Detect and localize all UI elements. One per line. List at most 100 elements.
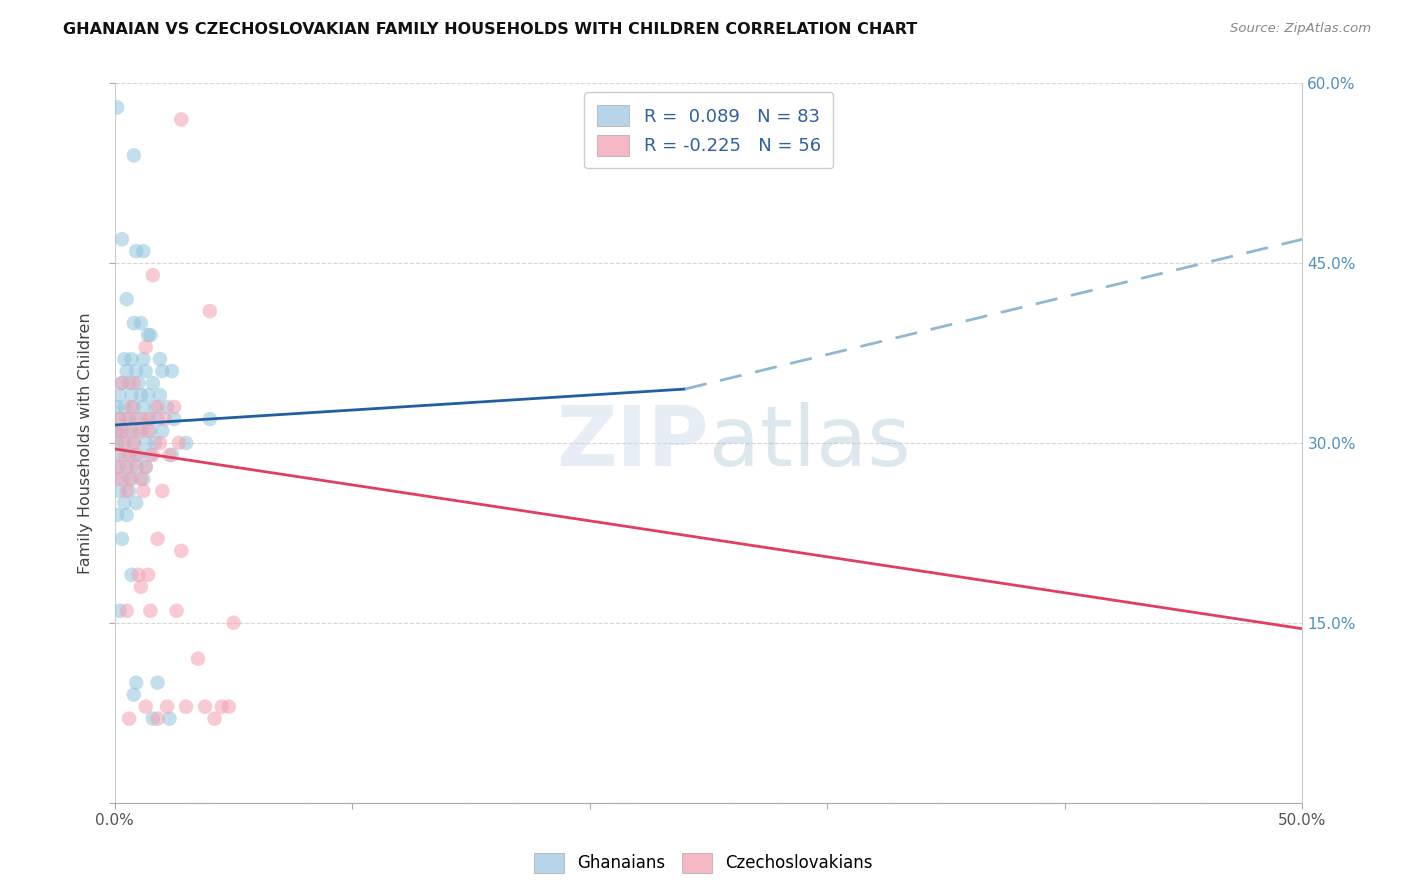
Point	[149, 352, 172, 367]
Point	[111, 376, 134, 390]
Point	[132, 472, 155, 486]
Point	[125, 412, 148, 426]
Point	[174, 699, 197, 714]
Point	[142, 268, 165, 283]
Point	[115, 508, 138, 522]
Point	[159, 448, 181, 462]
Point	[211, 699, 233, 714]
Point	[125, 244, 148, 259]
Point	[125, 496, 148, 510]
Point	[198, 304, 221, 318]
Point	[146, 400, 169, 414]
Point	[111, 376, 134, 390]
Point	[135, 699, 157, 714]
Point	[170, 544, 193, 558]
Point	[146, 675, 169, 690]
Point	[115, 292, 138, 306]
Point	[105, 436, 128, 450]
Point	[150, 364, 173, 378]
Point	[115, 483, 138, 498]
Point	[105, 459, 128, 474]
Point	[108, 412, 131, 426]
Point	[118, 448, 141, 462]
Point	[135, 340, 157, 354]
Point	[139, 412, 162, 426]
Point	[125, 364, 148, 378]
Point	[153, 412, 176, 426]
Point	[122, 316, 145, 330]
Point	[122, 436, 145, 450]
Point	[132, 244, 155, 259]
Point	[108, 388, 131, 402]
Point	[120, 352, 142, 367]
Point	[111, 424, 134, 438]
Point	[112, 352, 135, 367]
Legend: R =  0.089   N = 83, R = -0.225   N = 56: R = 0.089 N = 83, R = -0.225 N = 56	[583, 93, 834, 169]
Point	[159, 712, 181, 726]
Y-axis label: Family Households with Children: Family Households with Children	[79, 312, 93, 574]
Point	[105, 472, 128, 486]
Point	[204, 712, 226, 726]
Point	[118, 712, 141, 726]
Point	[136, 388, 159, 402]
Point	[129, 316, 152, 330]
Point	[129, 388, 152, 402]
Point	[125, 675, 148, 690]
Point	[105, 100, 128, 114]
Point	[128, 376, 150, 390]
Point	[129, 472, 152, 486]
Point	[139, 448, 162, 462]
Point	[142, 376, 165, 390]
Point	[108, 604, 131, 618]
Point	[170, 112, 193, 127]
Point	[135, 459, 157, 474]
Point	[112, 496, 135, 510]
Point	[112, 448, 135, 462]
Point	[115, 604, 138, 618]
Point	[128, 424, 150, 438]
Point	[218, 699, 240, 714]
Point	[149, 436, 172, 450]
Point	[132, 400, 155, 414]
Point	[122, 148, 145, 162]
Point	[135, 364, 157, 378]
Point	[128, 448, 150, 462]
Text: atlas: atlas	[709, 402, 911, 483]
Point	[118, 483, 141, 498]
Point	[222, 615, 245, 630]
Point	[120, 472, 142, 486]
Point	[118, 376, 141, 390]
Point	[198, 412, 221, 426]
Text: GHANAIAN VS CZECHOSLOVAKIAN FAMILY HOUSEHOLDS WITH CHILDREN CORRELATION CHART: GHANAIAN VS CZECHOSLOVAKIAN FAMILY HOUSE…	[63, 22, 918, 37]
Point	[136, 567, 159, 582]
Point	[142, 448, 165, 462]
Point	[132, 352, 155, 367]
Point	[112, 400, 135, 414]
Point	[167, 436, 190, 450]
Point	[129, 412, 152, 426]
Point	[163, 400, 186, 414]
Point	[142, 712, 165, 726]
Point	[150, 53, 173, 67]
Point	[115, 459, 138, 474]
Point	[122, 436, 145, 450]
Point	[122, 400, 145, 414]
Point	[160, 364, 183, 378]
Point	[115, 412, 138, 426]
Point	[166, 604, 188, 618]
Point	[146, 712, 169, 726]
Point	[132, 483, 155, 498]
Text: ZIP: ZIP	[557, 402, 709, 483]
Point	[163, 53, 186, 67]
Text: Source: ZipAtlas.com: Source: ZipAtlas.com	[1230, 22, 1371, 36]
Point	[136, 424, 159, 438]
Point	[111, 436, 134, 450]
Legend: Ghanaians, Czechoslovakians: Ghanaians, Czechoslovakians	[527, 847, 879, 880]
Point	[156, 400, 179, 414]
Point	[136, 328, 159, 343]
Point	[105, 424, 128, 438]
Point	[115, 364, 138, 378]
Point	[125, 459, 148, 474]
Point	[120, 567, 142, 582]
Point	[129, 424, 152, 438]
